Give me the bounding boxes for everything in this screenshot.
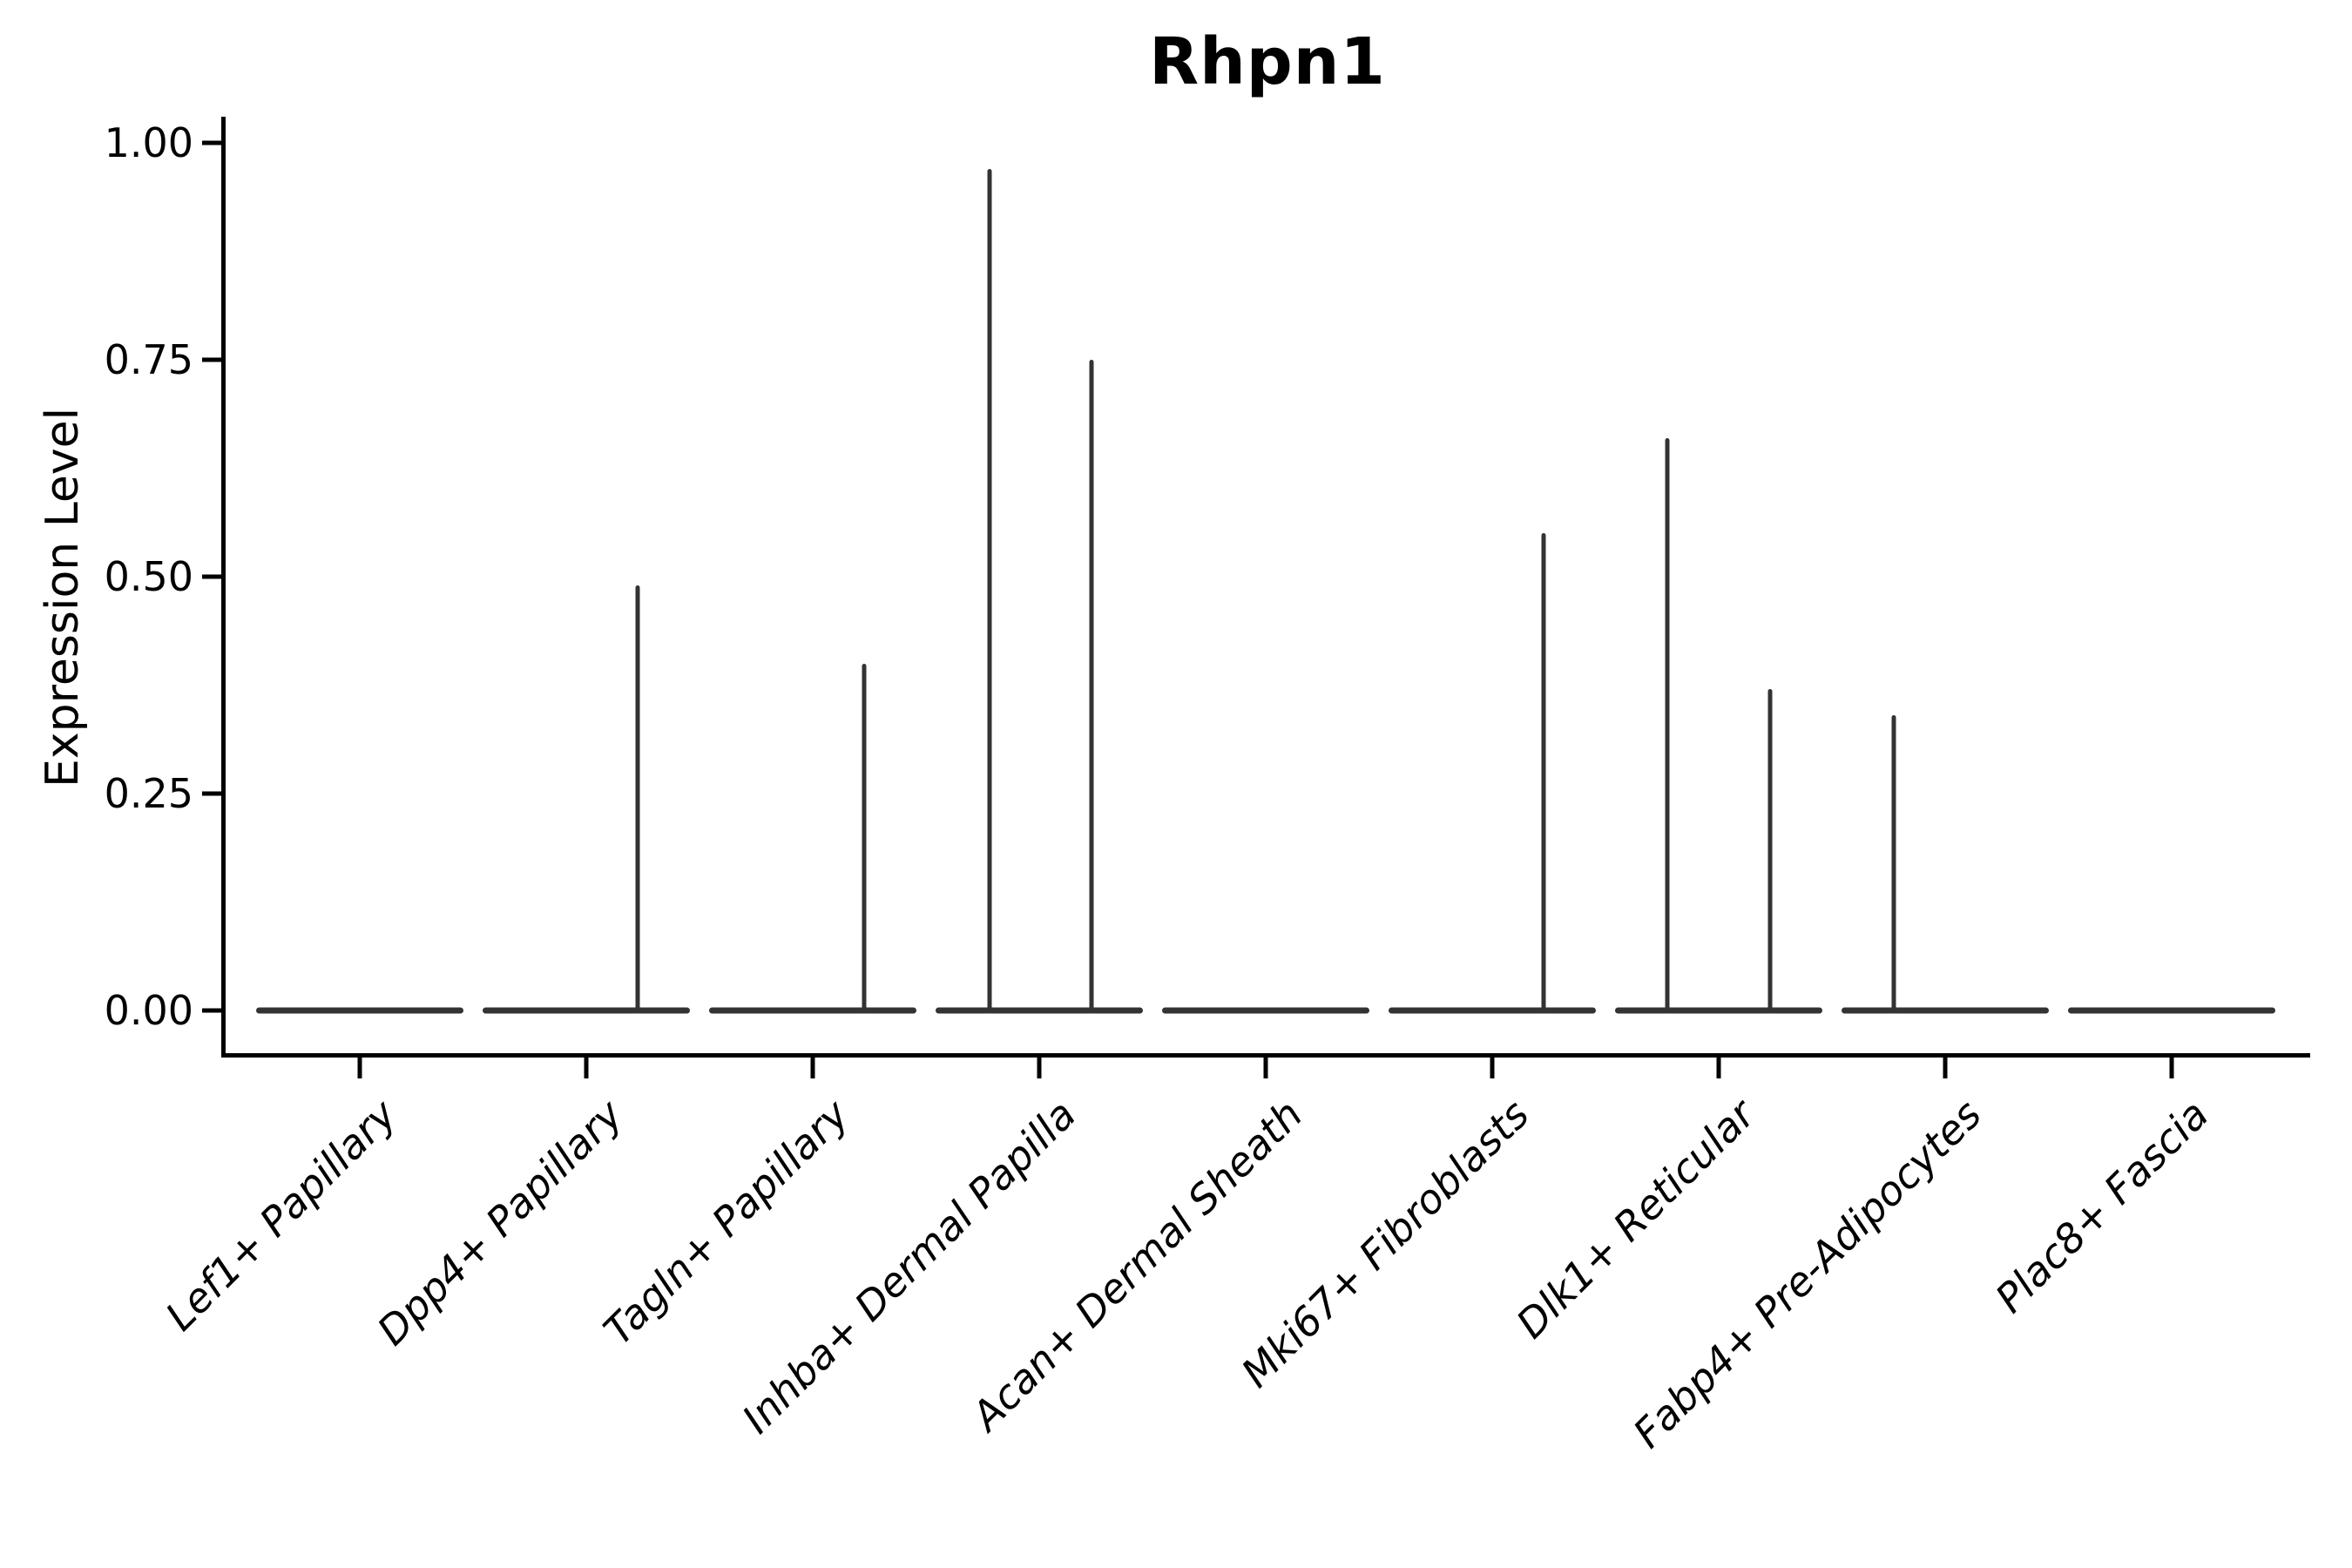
x-tick-mark (1490, 1058, 1495, 1078)
y-tick-label: 1.00 (104, 119, 193, 166)
violin-baseline (2068, 1007, 2275, 1014)
violin-spike (1767, 689, 1773, 1012)
y-tick-mark (202, 140, 221, 145)
violin-baseline (709, 1007, 916, 1014)
x-tick-mark (1037, 1058, 1042, 1078)
chart-title: Rhpn1 (1149, 24, 1386, 99)
y-tick-mark (202, 574, 221, 579)
y-tick-mark (202, 357, 221, 362)
y-axis-label: Expression Level (37, 407, 89, 788)
violin-spike (862, 663, 867, 1012)
violin-baseline (1615, 1007, 1822, 1014)
x-tick-mark (357, 1058, 362, 1078)
x-tick-mark (1716, 1058, 1721, 1078)
x-tick-mark (584, 1058, 589, 1078)
violin-baseline (256, 1007, 463, 1014)
violin-spike (1089, 360, 1094, 1012)
x-tick-mark (1943, 1058, 1948, 1078)
x-tick-mark (2169, 1058, 2174, 1078)
violin-baseline (1389, 1007, 1596, 1014)
x-tick-mark (810, 1058, 815, 1078)
violin-spike (1891, 715, 1896, 1012)
violin-baseline (1842, 1007, 2049, 1014)
y-tick-label: 0.50 (104, 553, 193, 600)
y-tick-label: 0.25 (104, 770, 193, 817)
x-tick-label: Plac8+ Fascia (1985, 1091, 2218, 1322)
violin-spike (987, 168, 992, 1012)
violin-baseline (483, 1007, 690, 1014)
y-tick-mark (202, 1008, 221, 1013)
y-tick-mark (202, 791, 221, 796)
violin-spike (635, 585, 640, 1012)
y-axis-spine (221, 117, 226, 1058)
x-tick-label: Lef1+ Papillary (156, 1091, 406, 1340)
y-tick-label: 0.75 (104, 336, 193, 383)
violin-baseline (936, 1007, 1143, 1014)
x-axis-spine (221, 1053, 2310, 1058)
y-tick-label: 0.00 (104, 987, 193, 1034)
x-tick-mark (1263, 1058, 1268, 1078)
x-tick-label: Dpp4+ Papillary (368, 1091, 632, 1355)
violin-spike (1541, 533, 1546, 1012)
x-tick-label: Tagln+ Papillary (594, 1091, 859, 1355)
x-tick-label: Dlk1+ Reticular (1507, 1091, 1765, 1348)
violin-spike (1665, 437, 1670, 1012)
violin-baseline (1162, 1007, 1369, 1014)
